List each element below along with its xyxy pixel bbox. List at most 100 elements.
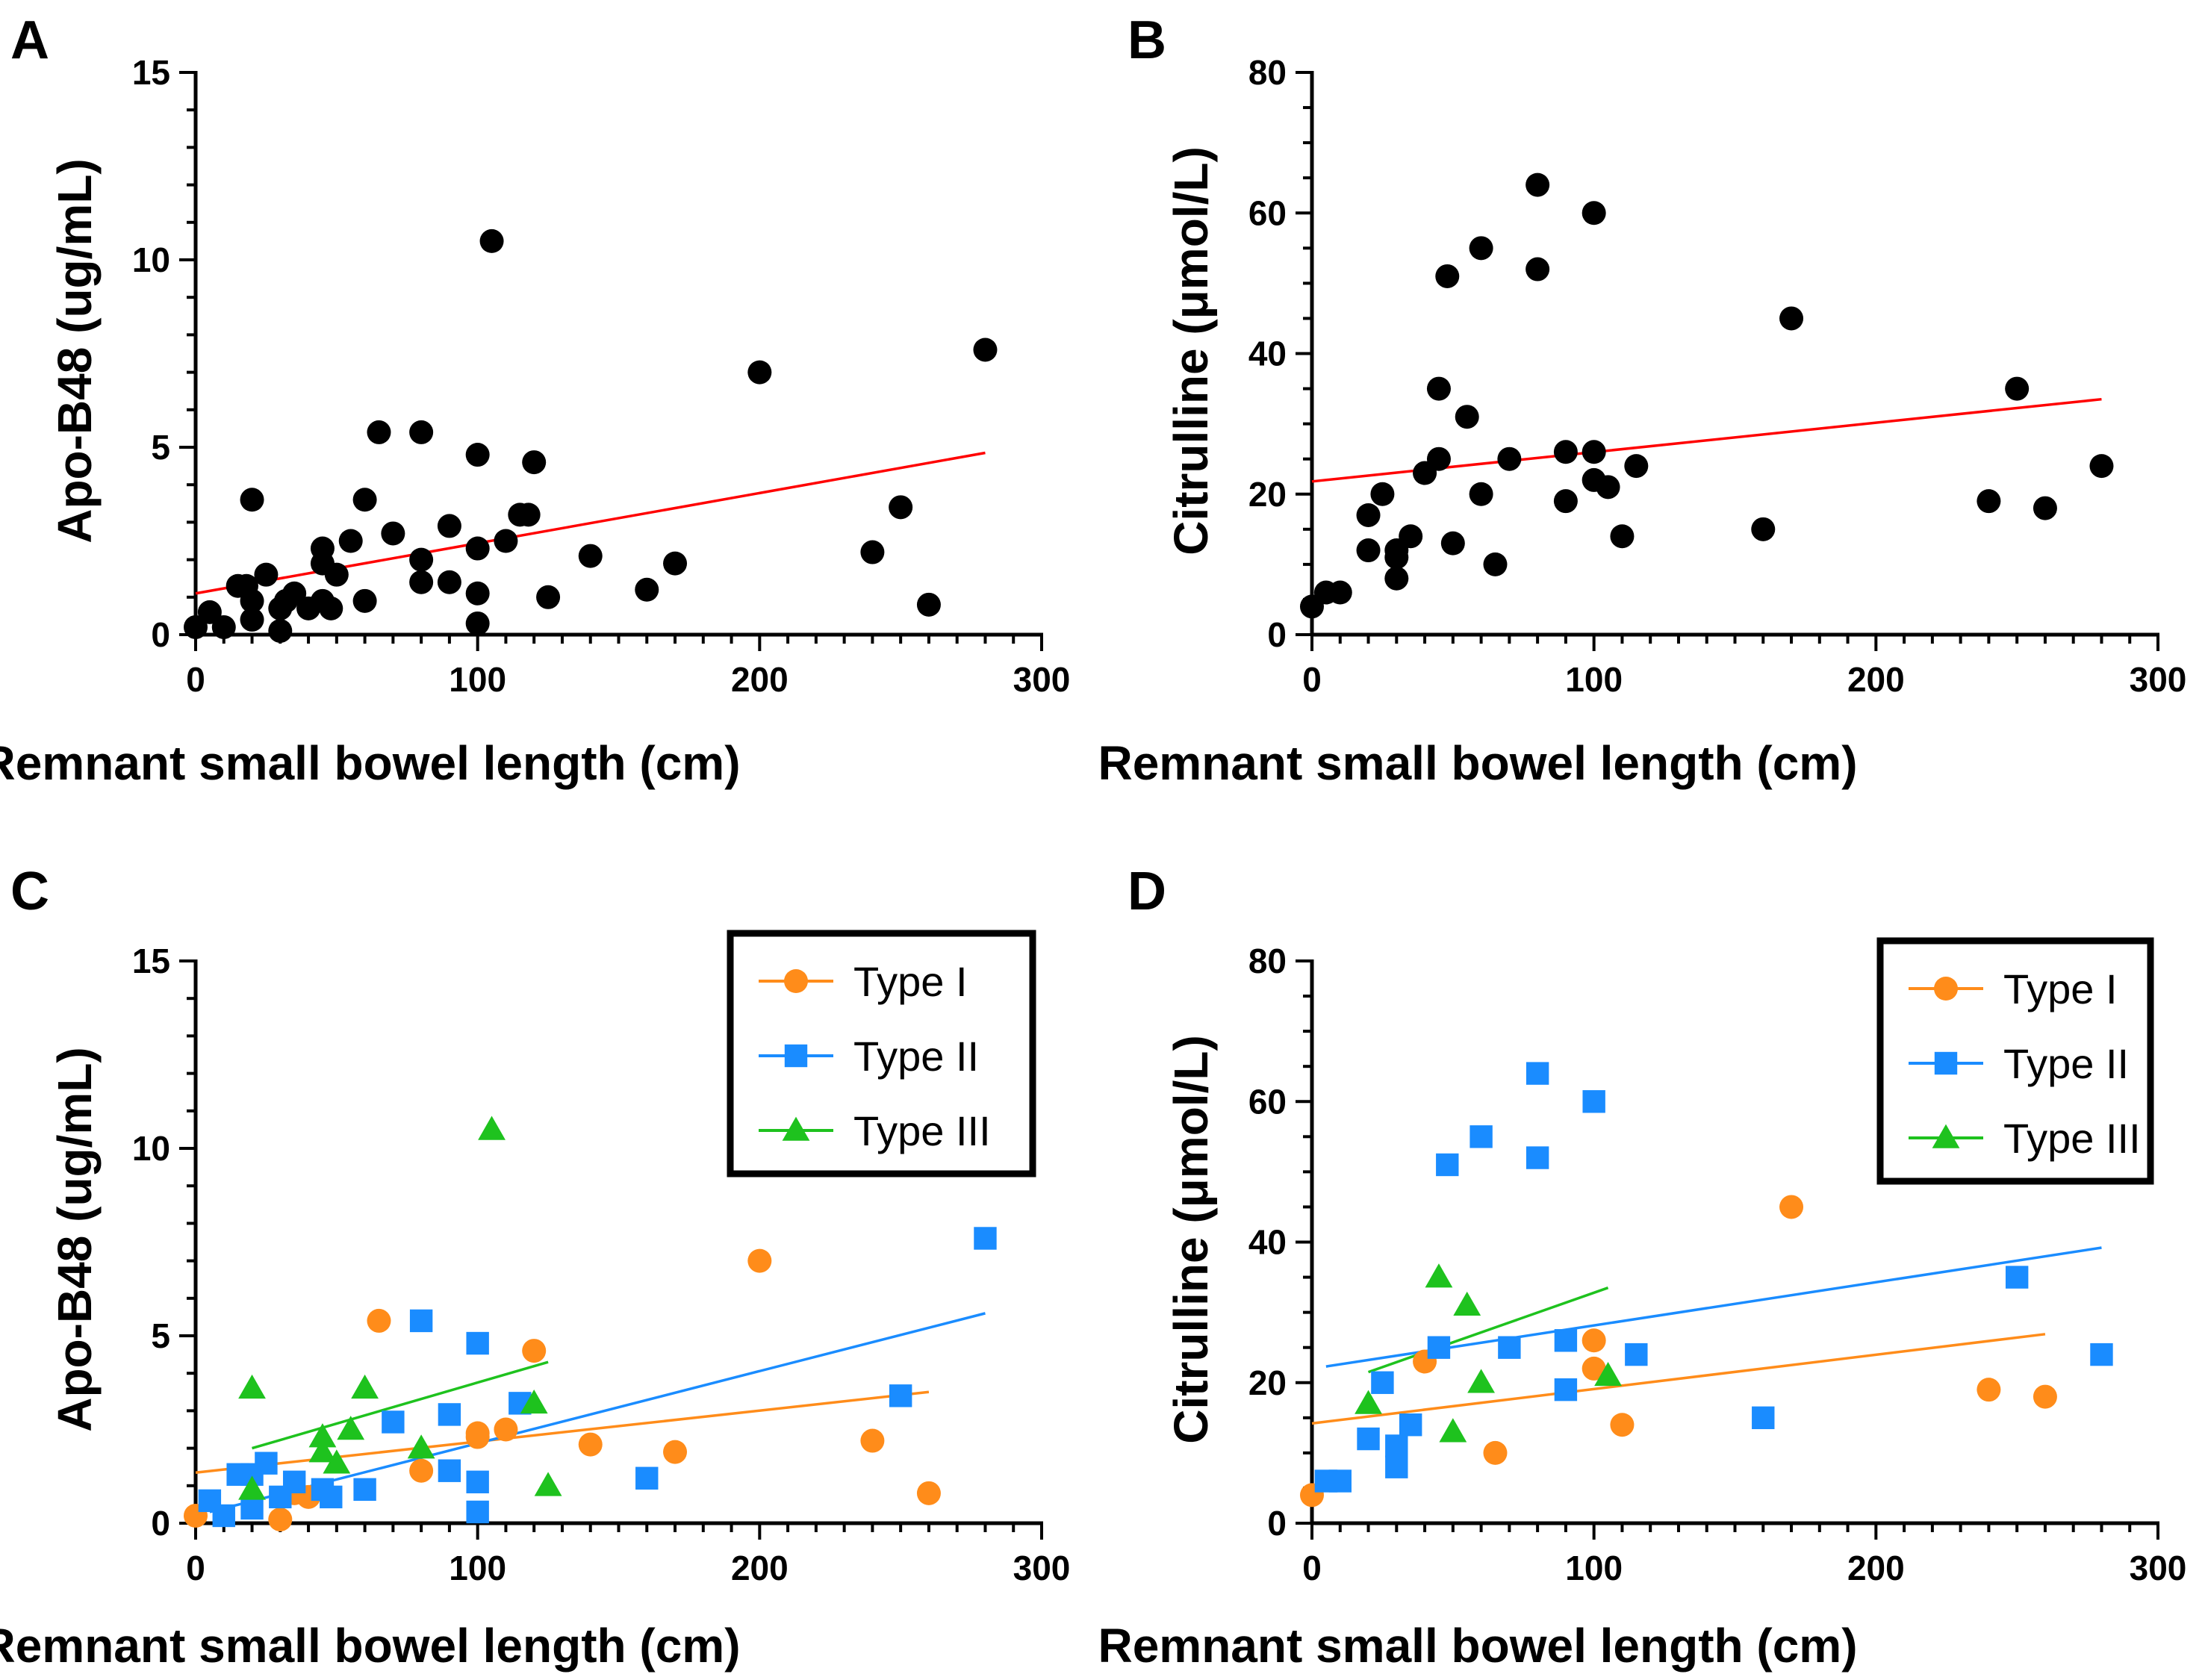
panel-a-point-all <box>522 450 547 475</box>
panel-c-point-type-iii <box>308 1438 337 1463</box>
panel-b-point-all <box>2033 496 2057 520</box>
panel-b-x-tick-label: 200 <box>1847 660 1905 699</box>
panel-b-point-all <box>1435 264 1460 288</box>
panel-d-point-type-iii <box>1594 1361 1622 1387</box>
panel-d-point-type-ii <box>1470 1125 1493 1148</box>
panel-d-y-axis-title: Citrulline (μmol/L) <box>1164 1035 1218 1444</box>
panel-d-point-type-ii <box>1371 1371 1394 1394</box>
panel-d-point-type-ii <box>1399 1413 1422 1437</box>
panel-c-point-type-ii <box>409 1309 433 1333</box>
panel-c-point-type-ii <box>240 1496 264 1520</box>
panel-b-x-tick-label: 300 <box>2130 660 2187 699</box>
panel-a-point-all <box>381 521 405 546</box>
panel-a-point-all <box>184 615 208 639</box>
panel-d-y-tick-label: 0 <box>1267 1504 1287 1543</box>
panel-c-point-type-i <box>268 1507 293 1531</box>
panel-c-fit-line-type-ii <box>209 1312 986 1513</box>
panel-d-fit-line-type-ii <box>1325 1246 2102 1368</box>
panel-b-point-all <box>1779 306 1804 331</box>
panel-a-x-tick-label: 200 <box>731 660 789 699</box>
panel-d-point-type-i <box>1779 1195 1804 1219</box>
panel-c-point-type-ii <box>212 1504 235 1528</box>
panel-d-point-type-iii <box>1425 1263 1453 1288</box>
panel-b-y-axis-title: Citrulline (μmol/L) <box>1164 146 1218 556</box>
panel-c-point-type-ii <box>255 1452 278 1475</box>
panel-c-point-type-ii <box>438 1403 461 1426</box>
panel-a-point-all <box>437 514 461 538</box>
panel-d-letter: D <box>1128 862 1166 921</box>
panel-c-legend-label-type-ii: Type II <box>853 1033 979 1080</box>
panel-d-point-type-ii <box>1554 1378 1578 1401</box>
panel-c-x-tick-label: 100 <box>449 1549 506 1587</box>
panel-d: D 0 100 200 300 0 20 40 60 80 Type I Type II Type I… <box>1098 862 2186 1673</box>
panel-d-legend-box <box>1876 937 2154 1185</box>
panel-d-point-type-ii <box>1582 1090 1605 1113</box>
panel-c-y-tick-label: 5 <box>151 1316 170 1355</box>
panel-a-point-all <box>663 551 688 576</box>
panel-b: B 0 100 200 300 0 20 40 60 80 Remnant small bowe… <box>1098 10 2186 790</box>
panel-d-point-type-i <box>1610 1413 1635 1437</box>
panel-b-point-all <box>2005 376 2030 401</box>
panel-c-point-type-i <box>663 1440 688 1464</box>
panel-d-point-type-ii <box>1554 1329 1578 1352</box>
panel-a-point-all <box>268 618 293 643</box>
panel-d-point-type-iii <box>1453 1291 1481 1316</box>
panel-d-point-type-ii <box>2090 1343 2113 1366</box>
panel-d-point-type-ii <box>1526 1146 1549 1169</box>
panel-c-point-type-ii <box>282 1470 306 1493</box>
panel-b-point-all <box>1526 172 1550 197</box>
panel-d-point-type-ii <box>1385 1434 1408 1457</box>
panel-c-point-type-ii <box>466 1470 489 1493</box>
panel-b-point-all <box>1469 236 1493 261</box>
panel-c-x-tick-label: 300 <box>1013 1549 1071 1587</box>
panel-a-y-tick-label: 5 <box>151 428 170 467</box>
panel-b-letter: B <box>1128 10 1166 70</box>
panel-d-legend-label-type-ii: Type II <box>2003 1040 2129 1087</box>
panel-c-point-type-iii <box>308 1423 337 1448</box>
panel-c-legend-marker-type-ii <box>784 1044 808 1068</box>
panel-b-point-all <box>1370 482 1395 506</box>
panel-b-point-all <box>1624 454 1649 479</box>
panel-c-point-type-i <box>465 1425 490 1449</box>
panel-c-point-type-i <box>494 1417 518 1442</box>
panel-d-y-tick-label: 80 <box>1248 942 1287 980</box>
panel-a-point-all <box>409 547 434 572</box>
panel-b-point-all <box>1596 475 1620 500</box>
panel-c-point-type-ii <box>466 1500 489 1524</box>
panel-b-x-tick-label: 100 <box>1565 660 1623 699</box>
panel-d-legend-marker-type-iii <box>1932 1124 1960 1148</box>
panel-d-legend-label-type-i: Type I <box>2003 965 2118 1012</box>
panel-c-x-tick-label: 0 <box>186 1549 205 1587</box>
panel-d-x-tick-label: 300 <box>2130 1549 2187 1587</box>
panel-d-point-type-iii <box>1355 1390 1382 1414</box>
panel-c-fit-line-type-iii <box>252 1360 549 1450</box>
panel-c-y-tick-label: 0 <box>151 1504 170 1543</box>
panel-d-y-tick-label: 60 <box>1248 1082 1287 1121</box>
panel-a-x-tick-label: 300 <box>1013 660 1071 699</box>
panel-a-x-tick-label: 100 <box>449 660 506 699</box>
panel-a-point-all <box>916 592 941 617</box>
panel-b-point-all <box>2089 454 2114 479</box>
panel-a-y-tick-label: 10 <box>132 240 170 279</box>
panel-a-point-all <box>352 488 377 512</box>
panel-b-point-all <box>1497 447 1522 471</box>
panel-c-point-type-ii <box>438 1459 461 1482</box>
panel-b-y-tick-label: 60 <box>1248 193 1287 232</box>
panel-b-point-all <box>1384 566 1409 591</box>
panel-d-point-type-i <box>1582 1356 1606 1381</box>
panel-c-y-tick-label: 15 <box>132 942 170 980</box>
panel-c-point-type-iii <box>478 1116 506 1140</box>
panel-c-y-axis-title: Apo-B48 (ug/mL) <box>48 1047 102 1432</box>
panel-a-point-all <box>211 615 236 639</box>
panel-d-point-type-ii <box>1357 1427 1380 1451</box>
panel-c-point-type-ii <box>353 1478 376 1502</box>
panel-d-y-tick-label: 40 <box>1248 1223 1287 1262</box>
panel-a-point-all <box>240 607 264 632</box>
panel-b-y-tick-label: 0 <box>1267 615 1287 654</box>
panel-c-point-type-iii <box>534 1472 562 1496</box>
panel-b-point-all <box>1483 552 1508 576</box>
panel-a-point-all <box>254 562 279 587</box>
panel-d-point-type-i <box>2033 1384 2057 1409</box>
panel-c-point-type-i <box>367 1308 391 1333</box>
